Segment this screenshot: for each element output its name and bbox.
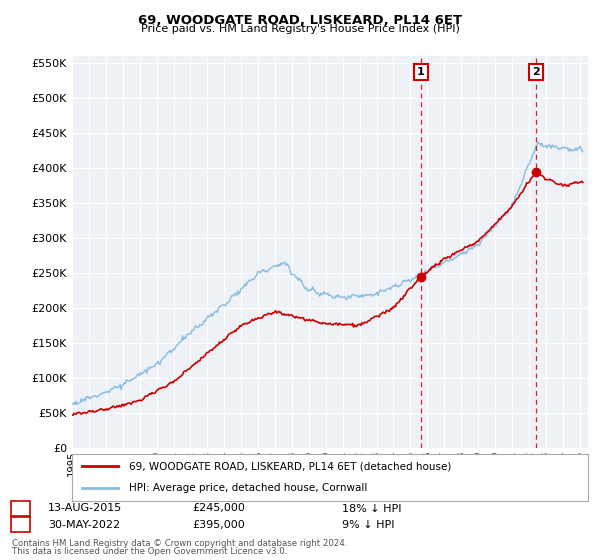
Text: 2: 2 xyxy=(532,67,540,77)
Text: 1: 1 xyxy=(17,503,24,514)
Text: 13-AUG-2015: 13-AUG-2015 xyxy=(48,503,122,514)
Text: £245,000: £245,000 xyxy=(192,503,245,514)
Text: 18% ↓ HPI: 18% ↓ HPI xyxy=(342,503,401,514)
Text: 1: 1 xyxy=(417,67,425,77)
Text: This data is licensed under the Open Government Licence v3.0.: This data is licensed under the Open Gov… xyxy=(12,547,287,556)
Text: 9% ↓ HPI: 9% ↓ HPI xyxy=(342,520,395,530)
Text: £395,000: £395,000 xyxy=(192,520,245,530)
Text: 69, WOODGATE ROAD, LISKEARD, PL14 6ET (detached house): 69, WOODGATE ROAD, LISKEARD, PL14 6ET (d… xyxy=(129,461,451,472)
Text: 2: 2 xyxy=(17,520,24,530)
Text: Price paid vs. HM Land Registry's House Price Index (HPI): Price paid vs. HM Land Registry's House … xyxy=(140,24,460,34)
Text: 69, WOODGATE ROAD, LISKEARD, PL14 6ET: 69, WOODGATE ROAD, LISKEARD, PL14 6ET xyxy=(138,14,462,27)
Text: Contains HM Land Registry data © Crown copyright and database right 2024.: Contains HM Land Registry data © Crown c… xyxy=(12,539,347,548)
Text: 30-MAY-2022: 30-MAY-2022 xyxy=(48,520,120,530)
Text: HPI: Average price, detached house, Cornwall: HPI: Average price, detached house, Corn… xyxy=(129,483,367,493)
